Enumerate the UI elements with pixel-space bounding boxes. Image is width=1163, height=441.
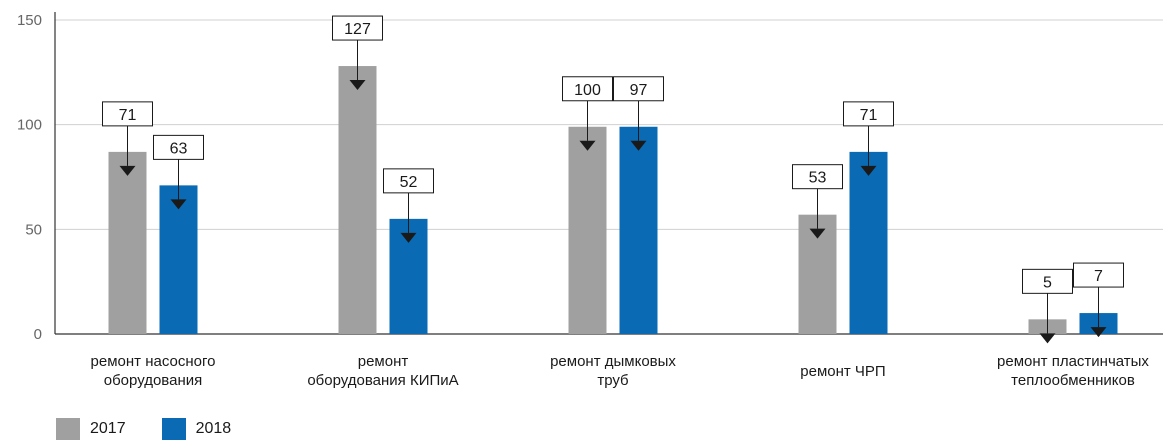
data-label: 71 xyxy=(119,107,137,124)
data-label-box xyxy=(843,101,894,127)
y-tick-label: 50 xyxy=(25,221,42,238)
legend-swatch-2017 xyxy=(56,418,80,440)
data-label: 127 xyxy=(344,21,371,38)
bar-2018 xyxy=(619,126,658,334)
arrow-head xyxy=(1039,333,1056,344)
bar-2017 xyxy=(338,66,377,334)
legend-label-2017: 2017 xyxy=(90,420,126,437)
arrow-head xyxy=(630,140,647,151)
arrow-head xyxy=(349,80,366,91)
category-label: оборудования xyxy=(104,372,202,389)
data-label-box xyxy=(383,168,434,194)
legend-item-2017: 2017 xyxy=(56,418,126,440)
data-label-box xyxy=(792,164,843,190)
category-label: ремонт дымковых xyxy=(550,353,676,370)
data-label: 5 xyxy=(1043,274,1052,291)
data-label-box xyxy=(153,134,204,160)
category-label: оборудования КИПиА xyxy=(307,372,458,389)
legend-label-2018: 2018 xyxy=(195,420,232,437)
category-label: труб xyxy=(597,372,628,389)
data-label: 52 xyxy=(400,174,418,191)
bar-2017 xyxy=(568,126,607,334)
bar-2017 xyxy=(108,151,147,334)
data-label-box xyxy=(1073,262,1124,288)
y-tick-label: 0 xyxy=(34,326,42,343)
arrow-head xyxy=(400,232,417,243)
y-tick-label: 100 xyxy=(17,117,42,134)
data-label: 71 xyxy=(860,107,878,124)
data-label: 97 xyxy=(630,82,648,99)
data-label-box xyxy=(332,15,383,41)
legend-swatch-2018 xyxy=(161,418,186,440)
bar-2018 xyxy=(159,185,198,334)
data-label: 7 xyxy=(1094,268,1103,285)
bar-chart: 0 50 100 150 71 127 100 53 5 63 52 97 71 7 ремонт насо… xyxy=(17,12,1163,389)
legend: 2017 2018 xyxy=(56,418,231,440)
y-tick-label: 150 xyxy=(17,12,42,29)
data-label: 63 xyxy=(170,140,188,157)
arrow-head xyxy=(860,165,877,176)
data-label: 53 xyxy=(809,170,827,187)
bar-2018 xyxy=(849,151,888,334)
category-label: ремонт пластинчатых xyxy=(997,353,1149,370)
data-label-box xyxy=(1022,268,1073,294)
arrow-head xyxy=(119,165,136,176)
arrow-head xyxy=(579,140,596,151)
arrow-head xyxy=(809,228,826,239)
data-label: 100 xyxy=(574,82,601,99)
arrow-head xyxy=(170,199,187,210)
legend-item-2018: 2018 xyxy=(161,418,232,440)
arrow-head xyxy=(1090,327,1107,338)
category-label: ремонт xyxy=(358,353,409,370)
category-label: теплообменников xyxy=(1011,372,1135,389)
category-label: ремонт насосного xyxy=(91,353,216,370)
data-label-box xyxy=(102,101,153,127)
category-label: ремонт ЧРП xyxy=(800,363,885,380)
